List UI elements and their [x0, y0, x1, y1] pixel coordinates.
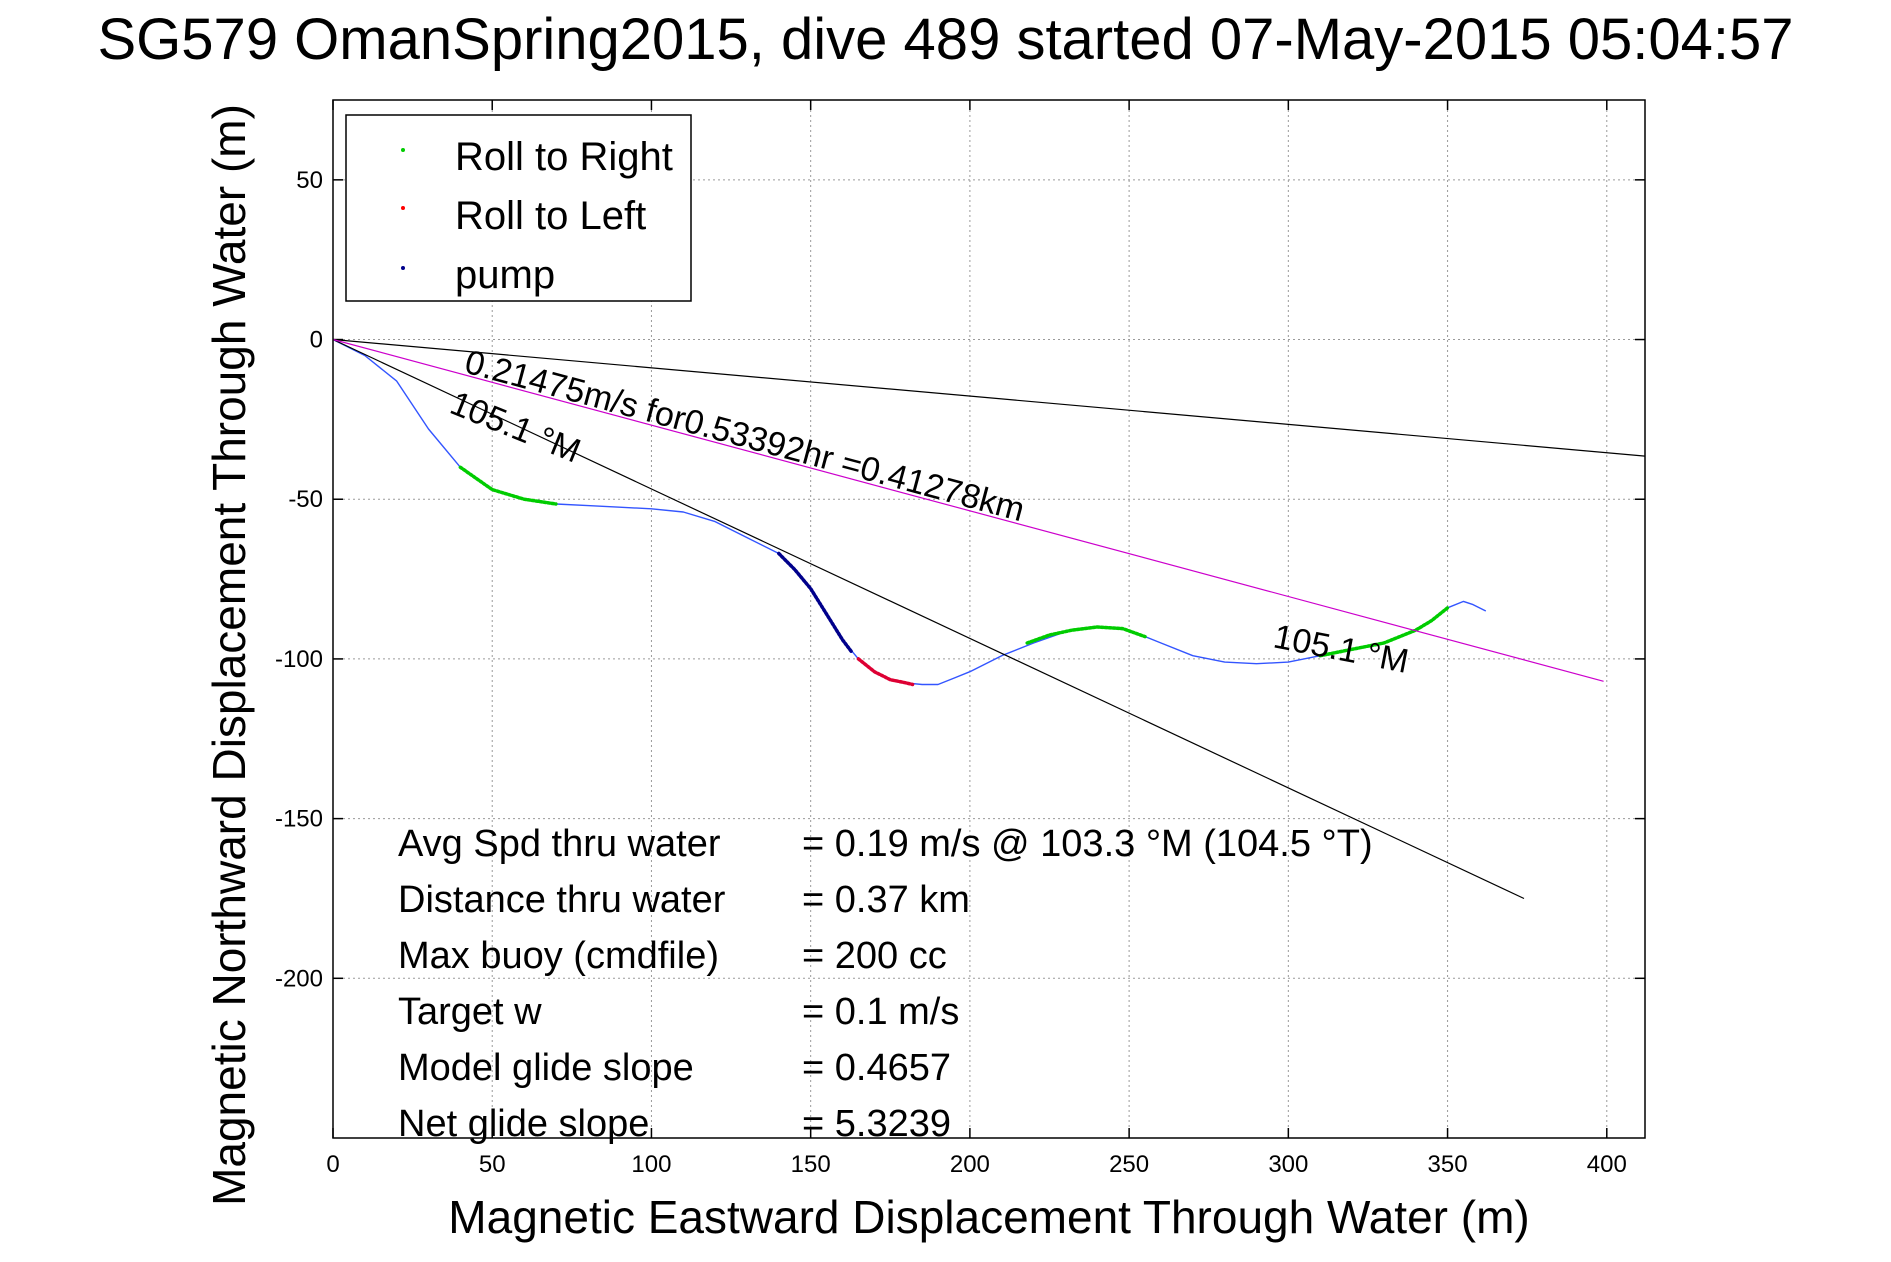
stat-label-distance: Distance thru water [398, 879, 726, 921]
y-tick-label: 0 [310, 327, 323, 354]
stat-value-model-glide: = 0.4657 [802, 1047, 951, 1089]
heading-line-1-line [332, 338, 1646, 457]
grid-lines [332, 100, 1645, 1138]
heading-line-2-line [332, 338, 1525, 900]
legend-marker-roll-left [401, 206, 405, 210]
stat-label-net-glide: Net glide slope [398, 1103, 649, 1145]
stat-value-net-glide: = 5.3239 [802, 1103, 951, 1145]
x-tick-label: 150 [791, 1151, 831, 1178]
stat-label-avg-speed: Avg Spd thru water [398, 823, 721, 865]
stat-label-max-buoy: Max buoy (cmdfile) [398, 935, 719, 977]
legend-marker-roll-right [401, 148, 405, 152]
legend-marker-pump [401, 266, 405, 270]
chart-title: SG579 OmanSpring2015, dive 489 started 0… [97, 7, 1794, 72]
legend: Roll to Right Roll to Left pump [345, 114, 692, 302]
stat-value-max-buoy: = 200 cc [802, 935, 947, 977]
y-tick-label: -150 [275, 806, 323, 833]
stat-value-target-w: = 0.1 m/s [802, 991, 959, 1033]
y-tick-label: -100 [275, 646, 323, 673]
roll-to-right-segment [458, 465, 558, 506]
x-tick-label: 350 [1428, 1151, 1468, 1178]
stat-value-avg-speed: = 0.19 m/s @ 103.3 °M (104.5 °T) [802, 823, 1373, 865]
plot-frame [332, 99, 1646, 1139]
y-tick-label: -200 [275, 965, 323, 992]
x-tick-label: 400 [1587, 1151, 1627, 1178]
x-tick-label: 300 [1268, 1151, 1308, 1178]
y-tick-label: 50 [296, 167, 323, 194]
series-group [332, 338, 1646, 900]
x-axis-label: Magnetic Eastward Displacement Through W… [448, 1191, 1529, 1243]
mean-heading-line-line [332, 338, 1604, 682]
pump-segment [777, 551, 854, 655]
stat-label-target-w: Target w [398, 991, 542, 1033]
legend-box [345, 114, 692, 302]
stat-value-distance: = 0.37 km [802, 879, 970, 921]
x-tick-label: 50 [479, 1151, 506, 1178]
legend-label-roll-right: Roll to Right [455, 135, 673, 179]
roll-to-right-segment [1025, 625, 1147, 645]
roll-to-right-segment [1318, 606, 1450, 658]
x-tick-label: 0 [326, 1151, 339, 1178]
roll-to-left-segment [856, 657, 915, 687]
y-tick-label: -50 [288, 486, 323, 513]
tick-labels: 0 50 100 150 200 250 300 350 400 50 0 -50 -100 -150 -2… [275, 167, 1627, 1178]
y-axis-label: Magnetic Northward Displacement Through … [203, 104, 255, 1206]
x-tick-label: 200 [950, 1151, 990, 1178]
legend-label-pump: pump [455, 253, 555, 297]
x-tick-label: 100 [631, 1151, 671, 1178]
stat-label-model-glide: Model glide slope [398, 1047, 694, 1089]
legend-label-roll-left: Roll to Left [455, 194, 646, 238]
stats-block: Avg Spd thru water = 0.19 m/s @ 103.3 °M… [398, 823, 1373, 1145]
x-tick-label: 250 [1109, 1151, 1149, 1178]
